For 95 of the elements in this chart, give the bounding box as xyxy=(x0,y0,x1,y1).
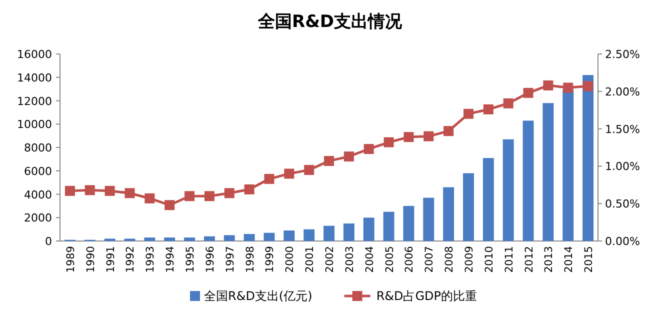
point xyxy=(124,188,135,198)
x-tick-label: 2005 xyxy=(384,246,396,273)
point xyxy=(424,131,434,142)
legend-label: 全国R&D支出(亿元) xyxy=(204,289,312,303)
bar xyxy=(403,206,414,241)
point xyxy=(84,185,95,196)
y-tick-label: 2000 xyxy=(24,212,52,225)
bar xyxy=(284,230,295,241)
bar xyxy=(184,237,195,241)
point xyxy=(244,184,254,194)
y2-tick-label: 1.50% xyxy=(605,122,640,136)
y2-tick-label: 0.00% xyxy=(605,235,640,248)
point xyxy=(264,174,274,184)
point xyxy=(384,137,394,148)
chart-title: 全国R&D支出情况 xyxy=(256,12,404,32)
bar xyxy=(463,173,474,241)
point xyxy=(523,88,534,98)
bar xyxy=(204,236,215,241)
bar xyxy=(482,158,494,241)
bar xyxy=(542,103,554,241)
point xyxy=(164,200,175,210)
bar xyxy=(244,234,255,241)
bar xyxy=(144,237,156,241)
y2-tick-label: 0.50% xyxy=(605,198,640,211)
point xyxy=(543,80,554,90)
y-tick-label: 4000 xyxy=(24,188,52,202)
x-tick-label: 1989 xyxy=(64,246,77,273)
legend-label: R&D占GDP的比重 xyxy=(376,289,478,303)
x-tick-label: 2014 xyxy=(563,246,576,273)
x-tick-label: 2004 xyxy=(364,246,376,273)
y-tick-label: 8000 xyxy=(24,142,52,154)
bar xyxy=(324,226,334,241)
x-tick-label: 2011 xyxy=(503,246,516,273)
point xyxy=(483,104,494,114)
y-tick-label: 6000 xyxy=(24,164,52,178)
point xyxy=(324,156,334,166)
x-tick-label: 2007 xyxy=(424,246,436,273)
x-tick-label: 1994 xyxy=(164,246,177,273)
point xyxy=(444,126,454,136)
bar xyxy=(164,237,176,241)
point xyxy=(184,191,195,202)
x-tick-label: 1992 xyxy=(124,246,137,273)
point xyxy=(503,98,514,108)
bar xyxy=(304,229,315,241)
x-tick-label: 2002 xyxy=(324,246,336,273)
point xyxy=(463,108,474,119)
bar xyxy=(363,218,374,241)
point xyxy=(583,81,594,92)
y-tick-label: 16000 xyxy=(17,48,52,61)
x-tick-label: 1998 xyxy=(244,246,256,273)
bar xyxy=(383,212,394,241)
point xyxy=(364,144,374,154)
x-tick-label: 2003 xyxy=(344,246,356,273)
point xyxy=(204,191,214,202)
x-tick-label: 2013 xyxy=(543,246,556,273)
x-tick-label: 2008 xyxy=(444,246,456,273)
x-tick-label: 1996 xyxy=(204,246,216,273)
point xyxy=(304,164,314,175)
x-tick-label: 1991 xyxy=(104,246,117,273)
x-tick-label: 2012 xyxy=(523,246,536,273)
x-tick-label: 1993 xyxy=(144,246,157,273)
x-tick-label: 2001 xyxy=(304,246,316,273)
bar xyxy=(423,198,434,241)
y-tick-label: 12000 xyxy=(17,94,52,108)
x-tick-label: 1997 xyxy=(224,246,236,273)
x-tick-label: 1995 xyxy=(184,246,197,273)
y-tick-label: 14000 xyxy=(17,71,52,84)
point xyxy=(563,82,574,93)
bar xyxy=(224,235,235,241)
y-tick-label: 10000 xyxy=(17,118,52,132)
x-tick-label: 2000 xyxy=(284,246,296,273)
bar xyxy=(582,75,594,241)
point xyxy=(144,193,155,204)
x-tick-label: 2015 xyxy=(583,246,596,273)
x-tick-label: 1990 xyxy=(84,246,97,273)
x-tick-label: 2010 xyxy=(483,246,496,273)
y2-tick-label: 1.00% xyxy=(605,160,640,174)
bar xyxy=(443,187,454,241)
x-tick-label: 1999 xyxy=(264,246,276,273)
bar xyxy=(502,139,514,241)
point xyxy=(104,186,115,196)
bar xyxy=(522,120,534,241)
point xyxy=(284,168,294,179)
point xyxy=(344,151,354,162)
point xyxy=(64,186,75,196)
point xyxy=(224,188,234,198)
bar xyxy=(343,223,354,241)
bar xyxy=(562,89,574,241)
y2-tick-label: 2.00% xyxy=(605,85,640,98)
point xyxy=(404,132,414,142)
x-tick-label: 2009 xyxy=(463,246,476,273)
y2-tick-label: 2.50% xyxy=(605,48,640,61)
x-tick-label: 2006 xyxy=(404,246,416,273)
y-tick-label: 0 xyxy=(45,235,52,248)
bar xyxy=(264,232,275,241)
